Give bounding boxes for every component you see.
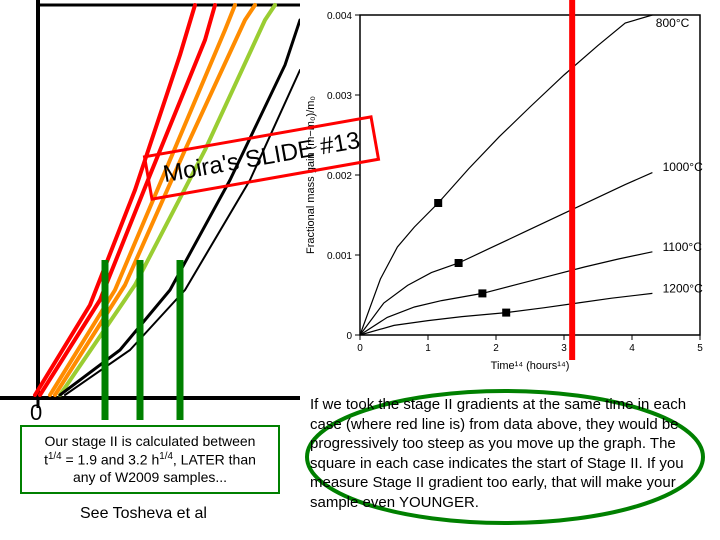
left-chart: 0 — [0, 0, 300, 420]
svg-text:5: 5 — [697, 343, 703, 354]
svg-text:0.001: 0.001 — [327, 251, 352, 262]
left-chart-svg: 0 — [0, 0, 300, 420]
left-caption-box: Our stage II is calculated between t1/4 … — [20, 425, 280, 494]
svg-text:4: 4 — [629, 343, 635, 354]
svg-text:1000°C: 1000°C — [663, 160, 703, 174]
right-chart-svg: 0.004 0.003 0.002 0.001 00 1 2 3 4 5 Fractional ma… — [300, 0, 720, 380]
svg-text:1200°C: 1200°C — [663, 282, 703, 296]
svg-text:1100°C: 1100°C — [663, 240, 703, 254]
see-reference: See Tosheva et al — [80, 505, 207, 523]
left-caption-line2: t1/4 = 1.9 and 3.2 h1/4, LATER than — [44, 451, 256, 469]
svg-text:0: 0 — [357, 343, 363, 354]
svg-text:0: 0 — [30, 400, 42, 420]
right-chart: 0.004 0.003 0.002 0.001 00 1 2 3 4 5 Fractional ma… — [300, 0, 720, 380]
svg-text:3: 3 — [561, 343, 567, 354]
svg-text:800°C: 800°C — [656, 16, 690, 30]
svg-text:Fractional mass gain (m−m₀)/m₀: Fractional mass gain (m−m₀)/m₀ — [305, 96, 317, 254]
svg-text:0.003: 0.003 — [327, 91, 352, 102]
svg-text:0.002: 0.002 — [327, 171, 352, 182]
right-caption: If we took the stage II gradients at the… — [310, 395, 705, 512]
svg-text:2: 2 — [493, 343, 499, 354]
svg-text:0.004: 0.004 — [327, 11, 352, 22]
left-caption-line3: any of W2009 samples... — [73, 469, 227, 487]
svg-text:1: 1 — [425, 343, 431, 354]
right-caption-text: If we took the stage II gradients at the… — [310, 396, 686, 511]
svg-text:0: 0 — [346, 331, 352, 342]
svg-text:Time¹⁴ (hours¹⁴): Time¹⁴ (hours¹⁴) — [491, 360, 570, 372]
left-caption-line1: Our stage II is calculated between — [45, 433, 256, 451]
